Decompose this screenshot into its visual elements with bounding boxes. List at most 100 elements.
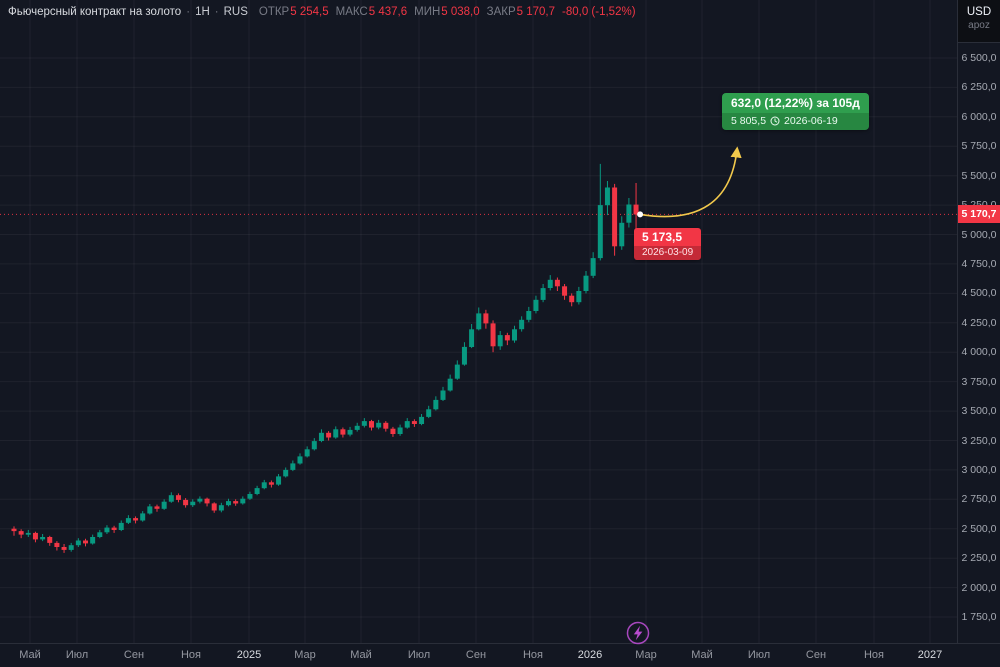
ohlc-item: МИН5 038,0 [414,6,480,18]
price-tick-label: 6 000,0 [961,110,997,123]
price-tick-label: 1 750,0 [961,611,997,623]
candle-body [154,506,160,509]
time-tick-month: Июл [65,649,89,661]
candle-body [90,537,96,544]
quick-trade-button[interactable] [624,619,652,647]
candle-body [612,187,618,247]
candle-body [340,429,346,435]
candle-body [390,428,396,434]
candle-body [111,527,117,530]
candle-body [133,518,139,521]
candle-body [490,323,496,347]
currency-unit-selector[interactable]: USD apoz [958,0,1000,43]
candle-body [83,540,88,544]
candle-body [233,501,239,504]
candle-body [354,425,360,430]
candle-body [447,378,453,391]
candle-body [283,469,289,477]
candle-body [504,335,510,341]
price-tick-label: 4 500,0 [961,287,997,300]
price-tick-label: 2 750,0 [961,493,997,506]
candle-body [226,501,231,506]
candle-body [218,505,224,511]
exchange-label[interactable]: RUS [223,6,248,18]
interval-label[interactable]: 1Н [195,6,210,18]
price-tick-label: 2 250,0 [961,552,997,565]
time-tick-month: Май [19,649,41,661]
legend-separator: · [186,6,191,18]
price-tick-label: 2 000,0 [961,581,997,594]
candle-body [554,279,560,287]
price-axis[interactable]: 6 500,06 250,06 000,05 750,05 500,05 250… [957,0,1000,643]
current-callout-price: 5 173,5 [634,228,702,246]
candle-body [626,204,632,223]
price-tick-label: 2 500,0 [961,522,997,535]
time-axis[interactable]: Май Июл Сен Ноя 2025 Мар Май Июл Сен Ноя 2026 Мар Ма… [0,643,1000,667]
projection-summary: 632,0 (12,22%) за 105д [722,93,869,113]
ohlc-item: МАКС5 437,6 [335,6,408,18]
candle-body [211,503,217,511]
price-tick-label: 3 000,0 [961,463,997,476]
time-tick-month: Май [691,649,713,661]
price-tick-label: 6 500,0 [961,52,997,64]
candle-body [376,422,382,428]
candle-body [569,295,575,303]
price-tick-label: 4 000,0 [961,346,997,359]
candle-body [397,427,403,434]
candle-body [419,416,425,424]
time-tick-month: Июл [407,649,431,661]
candle-body [411,421,417,424]
candle-body [461,346,467,365]
time-tick-month: Мар [294,649,316,661]
candle-body [276,476,282,485]
price-chart[interactable] [0,0,957,643]
price-tick-label: 3 250,0 [961,434,997,447]
ohlc-item: ОТКР5 254,5 [258,6,329,18]
candle-body [540,288,546,300]
candle-body [247,494,253,499]
candle-body [347,429,353,435]
candle-body [597,205,603,259]
symbol-title[interactable]: Фьючерсный контракт на золото [8,6,182,18]
candle-body [440,390,446,400]
candle-body [204,498,210,504]
candle-body [118,522,124,530]
candle-body [512,329,517,341]
symbol-legend: Фьючерсный контракт на золото · 1Н · RUS… [8,6,636,18]
candle-body [333,429,339,438]
candle-body [11,528,17,532]
candle-body [25,532,31,535]
last-price-tag: 5 170,7 [958,205,1000,224]
current-price-callout[interactable]: 5 173,5 2026-03-09 [634,228,702,260]
candle-body [125,518,131,523]
projection-arrow[interactable] [639,146,742,218]
price-tick-label: 4 750,0 [961,257,997,270]
candle-body [297,456,303,464]
price-tick-label: 5 750,0 [961,140,997,153]
candle-body [175,495,181,500]
candle-body [240,498,246,504]
time-tick-month: Сен [805,649,827,661]
projection-anchor-dot[interactable] [637,211,644,218]
time-tick-month: Сен [465,649,487,661]
candle-body [268,482,274,485]
price-tick-label: 5 000,0 [961,228,997,241]
time-tick-month: Сен [123,649,145,661]
candle-body [619,222,625,247]
candle-body [519,319,525,330]
candle-body [18,531,24,535]
candle-body [326,432,332,438]
legend-separator: · [214,6,219,18]
candle-body [469,329,475,347]
candle-body [61,547,67,550]
candle-body [190,501,196,506]
candle-body [633,204,639,215]
candle-body [361,421,367,426]
time-tick-month: Ноя [863,649,885,661]
candle-body [197,498,203,502]
candle-body [369,421,374,428]
price-tick-label: 6 250,0 [961,81,997,94]
projection-callout[interactable]: 632,0 (12,22%) за 105д 5 805,5 2026-06-1… [722,93,869,130]
candle-body [533,299,539,311]
